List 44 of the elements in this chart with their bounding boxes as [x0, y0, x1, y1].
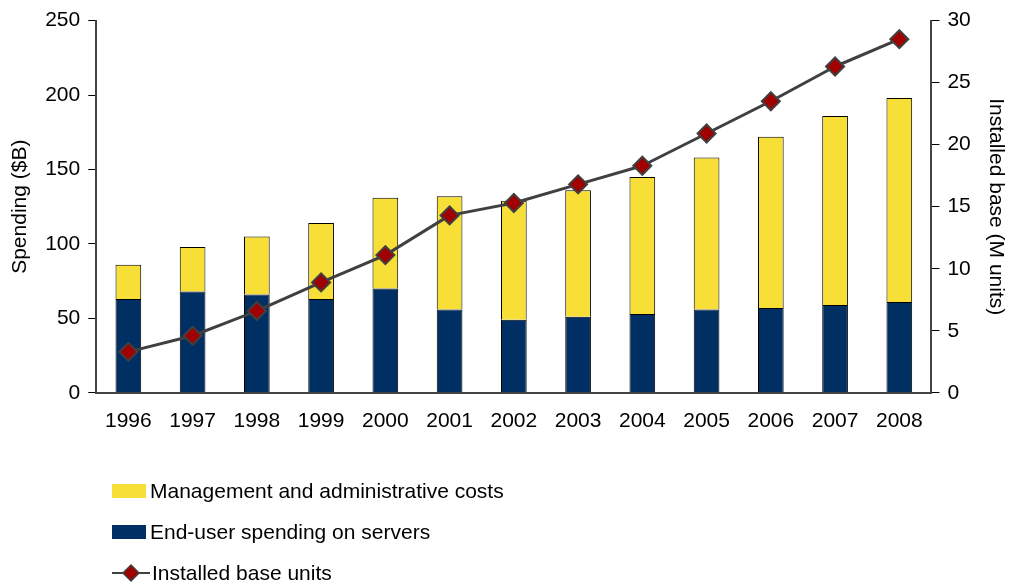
- point: [568, 174, 589, 195]
- x-tick-label: 2006: [747, 408, 795, 432]
- x-tick-label: 2007: [811, 408, 859, 432]
- point: [825, 56, 846, 77]
- y-tick-label: 150: [45, 156, 81, 180]
- y2-tick-label: 30: [947, 7, 971, 31]
- point: [760, 91, 781, 112]
- x-tick-label: 1997: [169, 408, 216, 432]
- y2-tick-label: 5: [947, 317, 960, 341]
- y2-tick-label: 25: [947, 69, 971, 93]
- y2-axis-title: Installed base (M units): [985, 98, 1009, 316]
- y2-tick-label: 0: [947, 379, 960, 403]
- point: [246, 300, 267, 321]
- x-tick-label: 1996: [105, 408, 152, 432]
- x-tick-label: 2000: [361, 408, 409, 432]
- point: [696, 123, 717, 144]
- y2-tick-label: 20: [947, 131, 971, 155]
- y2-tick-label: 10: [947, 255, 971, 279]
- point: [118, 341, 139, 362]
- legend-label: End-user spending on servers: [150, 519, 431, 544]
- x-tick-label: 2004: [618, 408, 667, 432]
- y-tick-label: 100: [45, 230, 81, 254]
- y-tick-label: 50: [56, 305, 81, 329]
- y-tick-label: 250: [45, 7, 81, 31]
- legend-label: Management and administrative costs: [150, 478, 504, 503]
- point: [889, 29, 910, 50]
- point: [182, 325, 203, 346]
- x-tick-label: 2005: [683, 408, 730, 432]
- point: [632, 155, 653, 176]
- y-tick-label: 0: [68, 379, 81, 403]
- x-tick-label: 2008: [875, 408, 923, 432]
- point: [375, 245, 396, 266]
- y-tick-label: 200: [45, 81, 81, 105]
- legend-label: Installed base units: [152, 560, 332, 585]
- x-tick-label: 1998: [233, 408, 281, 432]
- y2-tick-label: 15: [947, 193, 971, 217]
- x-tick-label: 2002: [490, 408, 538, 432]
- y-axis-title: Spending ($B): [7, 139, 31, 274]
- point: [503, 192, 524, 213]
- point: [439, 205, 460, 226]
- x-tick-label: 2003: [554, 408, 602, 432]
- x-tick-label: 1999: [297, 408, 345, 432]
- x-tick-label: 2001: [426, 408, 473, 432]
- point: [311, 272, 332, 293]
